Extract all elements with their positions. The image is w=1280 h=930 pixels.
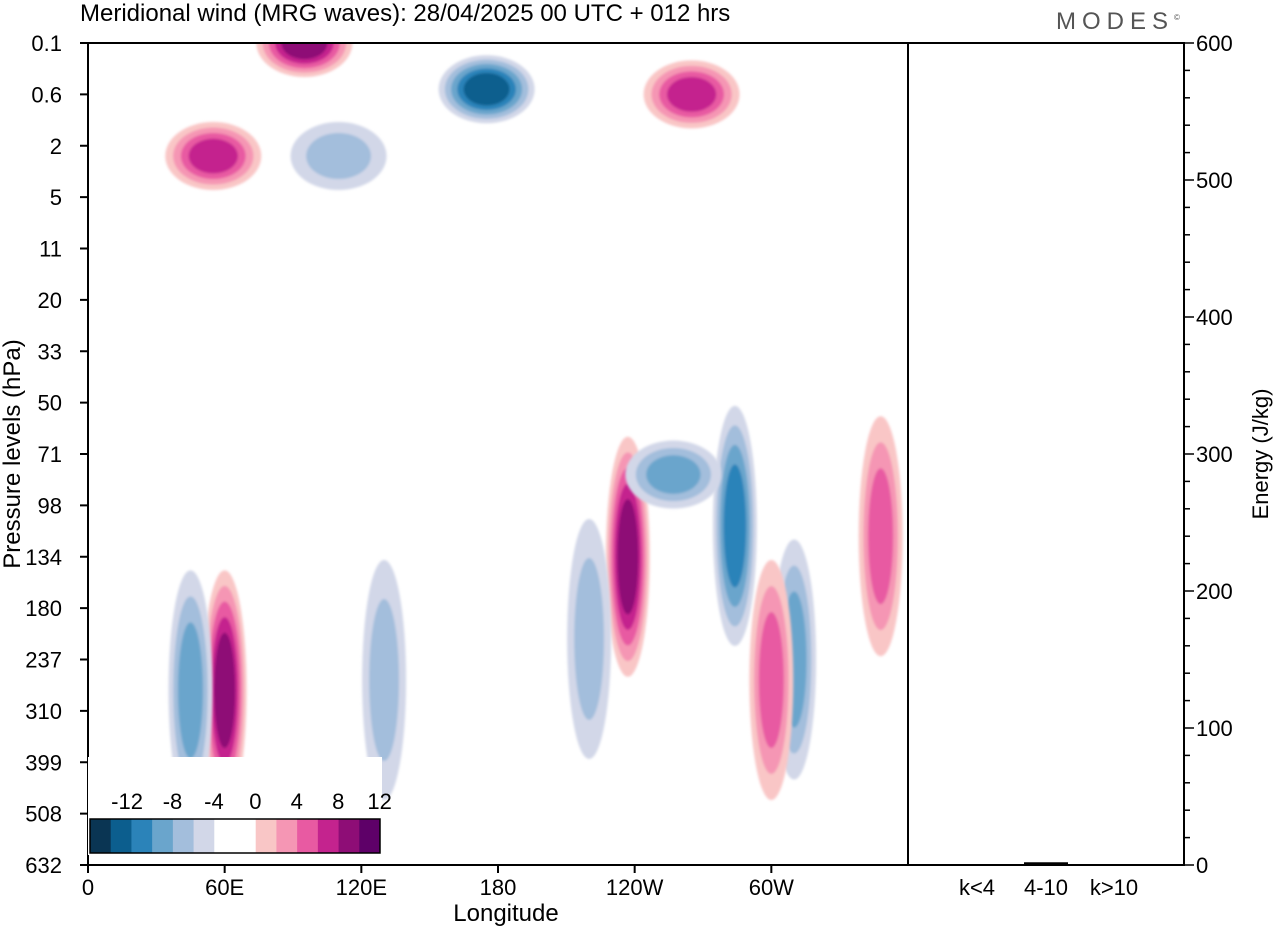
logo-mark: © [1174,13,1180,22]
wind-anomaly [168,570,213,811]
energy-tick-label: 0 [1196,853,1208,878]
colorbar-label: -8 [163,789,183,814]
contour-level [723,464,747,588]
contour-level [758,612,784,749]
colorbar: -12 -8 -4 0 4 8 12 [88,757,392,855]
contour-level [306,133,371,180]
y-tick-label: 5 [50,185,62,210]
colorbar-swatch [214,819,236,853]
wind-anomaly [712,405,757,646]
contour-level [617,499,639,615]
colorbar-swatch [235,819,257,853]
wind-anomaly [202,570,247,811]
y-tick-label: 237 [25,648,62,673]
x-axis-label: Longitude [453,900,558,927]
contour-level [178,622,203,759]
y-tick-label: 0.1 [31,31,62,56]
colorbar-label: -4 [204,789,224,814]
wind-anomaly [362,560,407,801]
colorbar-label: 0 [249,789,261,814]
colorbar-frame [89,818,381,854]
energy-tick-label: 400 [1196,305,1233,330]
wind-anomaly [290,122,387,191]
y-tick-label: 71 [38,442,62,467]
wind-anomaly [165,122,262,191]
modes-logo: MODES© [1056,8,1180,36]
x-tick-label: 120W [606,875,664,900]
colorbar-swatch [338,819,360,853]
colorbar-swatch [152,819,174,853]
energy-tick-label: 300 [1196,442,1233,467]
energy-tick-label: 600 [1196,31,1233,56]
contour-level [667,76,717,112]
wind-anomaly [625,440,722,509]
y-tick-label: 310 [25,699,62,724]
colorbar-swatch [172,819,195,853]
wind-anomaly [858,416,903,657]
wind-anomaly [605,436,650,677]
axes: 0.1 0.6 2 5 11 20 33 50 71 98 134 180 237 310 399 508 63… [0,31,909,927]
y-tick-label: 98 [38,493,62,518]
energy-bar [955,864,999,866]
energy-tick-label: 500 [1196,168,1233,193]
y-tick-label: 0.6 [31,82,62,107]
colorbar-swatch [276,819,298,853]
energy-category-label: 4-10 [1024,875,1068,900]
y-tick-label: 50 [38,391,62,416]
x-tick-label: 120E [336,875,387,900]
x-tick-label: 60E [205,875,244,900]
colorbar-swatch [255,819,277,853]
colorbar-label: 4 [291,789,303,814]
wind-anomaly [643,60,740,129]
colorbar-swatch [90,819,112,853]
y-tick-label: 20 [38,288,62,313]
y-tick-label: 11 [39,237,62,262]
y-axis-label: Pressure levels (hPa) [0,339,26,568]
colorbar-swatch [131,819,153,853]
colorbar-label: 12 [367,789,391,814]
contour-level [463,72,510,106]
wind-anomaly [256,43,353,77]
wind-field [88,43,908,865]
contour-level [574,557,605,720]
contour-level [281,43,328,60]
x-tick-label: 60W [749,875,794,900]
energy-tick-label: 100 [1196,716,1233,741]
colorbar-swatch [359,819,381,853]
colorbar-swatch [110,819,132,853]
y-tick-label: 632 [25,853,62,878]
colorbar-label: 8 [332,789,344,814]
energy-panel: 0 100 200 300 400 500 600 Energy (J/kg) k<4 4-10 k… [907,31,1273,900]
energy-bar [1024,862,1068,865]
y-tick-label: 134 [25,545,62,570]
contour-level [214,632,236,748]
colorbar-swatch [193,819,215,853]
contour-level [868,468,894,605]
y-tick-label: 399 [25,750,62,775]
y-tick-label: 33 [38,339,62,364]
x-tick-label: 0 [82,875,94,900]
energy-category-label: k>10 [1090,875,1138,900]
colorbar-label: -12 [111,789,143,814]
energy-frame [907,42,1185,866]
colorbar-swatch [317,819,340,853]
wind-anomaly [567,518,612,759]
energy-axis-label: Energy (J/kg) [1248,389,1273,520]
contour-level [646,455,701,494]
wind-anomaly [438,55,535,124]
y-tick-label: 508 [25,802,62,827]
contour-level [188,138,238,174]
energy-tick-label: 200 [1196,579,1233,604]
x-tick-label: 180 [480,875,517,900]
logo-text: MODES [1056,8,1175,35]
colorbar-swatch [297,819,319,853]
chart-title: Meridional wind (MRG waves): 28/04/2025 … [80,0,731,27]
wind-anomaly [749,560,794,801]
y-tick-label: 180 [25,596,62,621]
contour-level [369,599,400,762]
y-tick-label: 2 [50,134,62,159]
energy-category-label: k<4 [959,875,995,900]
energy-bar [1092,864,1136,866]
